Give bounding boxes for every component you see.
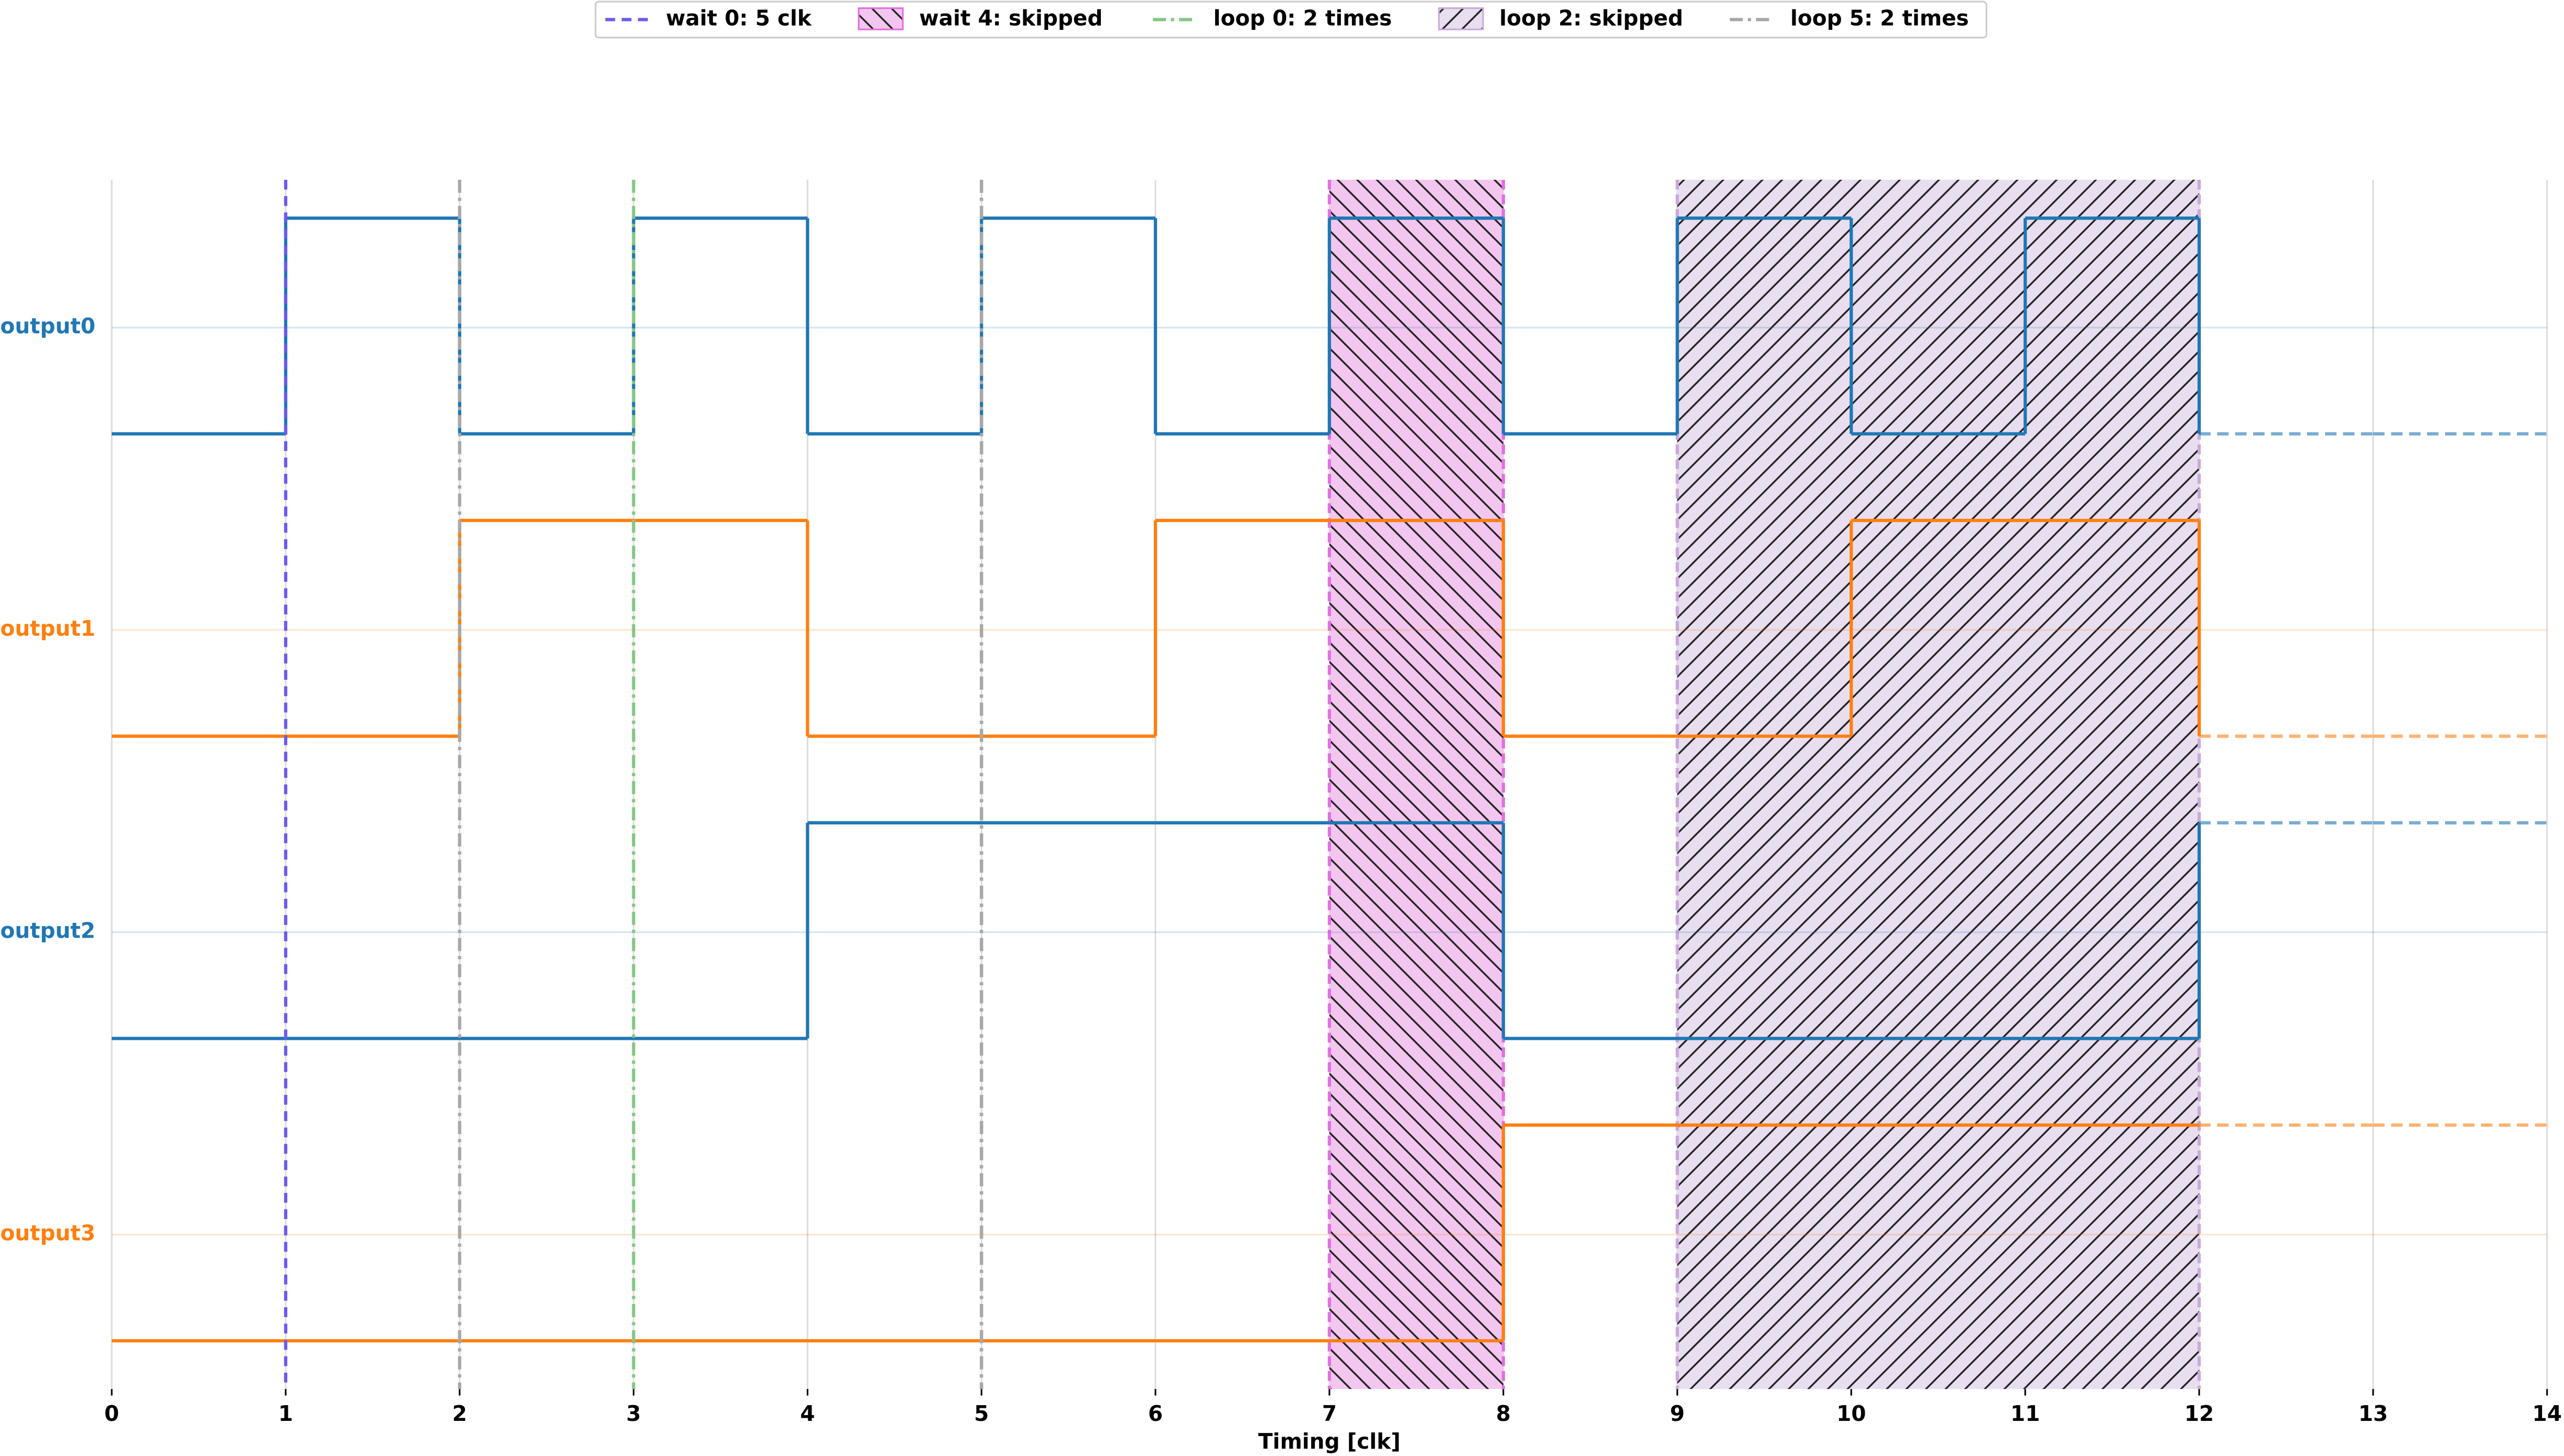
- y-tick-label: output1: [0, 616, 95, 641]
- y-tick-label: output2: [0, 918, 95, 943]
- x-tick-label: 8: [1496, 1401, 1511, 1426]
- y-tick-label: output0: [0, 313, 95, 339]
- x-tick-label: 5: [974, 1401, 989, 1426]
- x-tick-label: 7: [1322, 1401, 1337, 1426]
- legend-label: loop 5: 2 times: [1790, 5, 1969, 30]
- x-tick-label: 14: [2533, 1401, 2562, 1426]
- x-tick-label: 6: [1148, 1401, 1163, 1426]
- y-tick-label: output3: [0, 1221, 95, 1246]
- x-tick-label: 4: [800, 1401, 815, 1426]
- legend-label: loop 0: 2 times: [1214, 5, 1392, 30]
- x-tick-label: 3: [626, 1401, 641, 1426]
- x-tick-label: 2: [452, 1401, 467, 1426]
- legend-swatch: [858, 7, 904, 30]
- skip-region: [1677, 179, 2200, 1389]
- x-tick-label: 13: [2359, 1401, 2388, 1426]
- legend-label: loop 2: skipped: [1499, 5, 1683, 30]
- x-tick-label: 0: [104, 1401, 119, 1426]
- skip-region: [1329, 179, 1503, 1389]
- legend-label: wait 0: 5 clk: [666, 5, 812, 30]
- x-axis-label: Timing [clk]: [1258, 1429, 1400, 1454]
- x-tick-label: 9: [1670, 1401, 1684, 1426]
- x-tick-label: 10: [1836, 1401, 1866, 1426]
- legend-swatch: [1438, 7, 1484, 30]
- legend-box: [594, 1, 1987, 39]
- legend-label: wait 4: skipped: [919, 5, 1102, 30]
- x-tick-label: 12: [2184, 1401, 2214, 1426]
- x-tick-label: 1: [278, 1401, 293, 1426]
- x-tick-label: 11: [2010, 1401, 2040, 1426]
